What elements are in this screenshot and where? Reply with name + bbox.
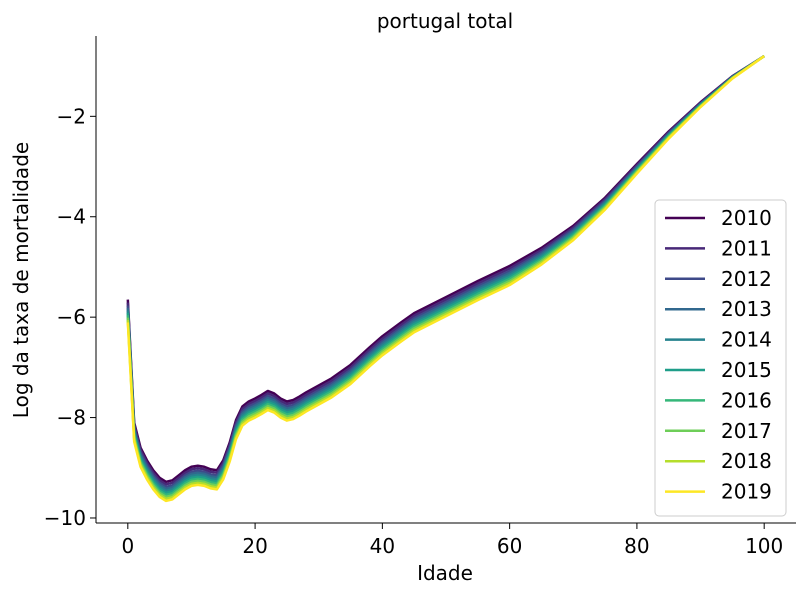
chart-title: portugal total <box>377 9 513 33</box>
legend-label-2011: 2011 <box>721 236 772 260</box>
y-tick-label: −4 <box>57 205 86 229</box>
series-line-2016 <box>126 55 765 497</box>
x-tick-label: 40 <box>370 534 395 558</box>
legend-label-2010: 2010 <box>721 206 772 230</box>
legend-label-2017: 2017 <box>721 419 772 443</box>
series-line-2015 <box>126 55 765 495</box>
series-line-2018 <box>126 55 765 501</box>
series-lines <box>126 55 765 503</box>
y-tick-label: −10 <box>44 506 86 530</box>
series-line-2011 <box>126 55 765 486</box>
legend-label-2016: 2016 <box>721 388 772 412</box>
x-axis-label: Idade <box>417 561 473 585</box>
series-line-2014 <box>126 55 765 493</box>
legend-label-2019: 2019 <box>721 480 772 504</box>
y-tick-label: −2 <box>57 104 86 128</box>
legend-label-2012: 2012 <box>721 267 772 291</box>
x-tick-label: 60 <box>497 534 522 558</box>
legend-label-2018: 2018 <box>721 449 772 473</box>
legend-label-2014: 2014 <box>721 328 772 352</box>
legend-label-2013: 2013 <box>721 297 772 321</box>
legend: 2010 2011 2012 2013 2014 2015 2016 2017 2018 2019 <box>654 199 787 517</box>
x-tick-label: 100 <box>745 534 783 558</box>
y-tick-label: −6 <box>57 305 86 329</box>
x-tick-label: 80 <box>624 534 649 558</box>
series-line-2010 <box>126 55 765 484</box>
series-line-2019 <box>126 55 765 503</box>
x-ticks: 0 20 40 60 80 100 <box>121 523 783 558</box>
legend-label-2015: 2015 <box>721 358 772 382</box>
series-line-2013 <box>126 55 765 491</box>
series-line-2012 <box>126 55 765 489</box>
y-tick-label: −8 <box>57 406 86 430</box>
y-ticks: −10 −8 −6 −4 −2 <box>44 104 96 530</box>
y-axis-label: Log da taxa de mortalidade <box>9 142 33 418</box>
series-line-2017 <box>126 55 765 499</box>
x-tick-label: 0 <box>121 534 134 558</box>
x-tick-label: 20 <box>242 534 267 558</box>
